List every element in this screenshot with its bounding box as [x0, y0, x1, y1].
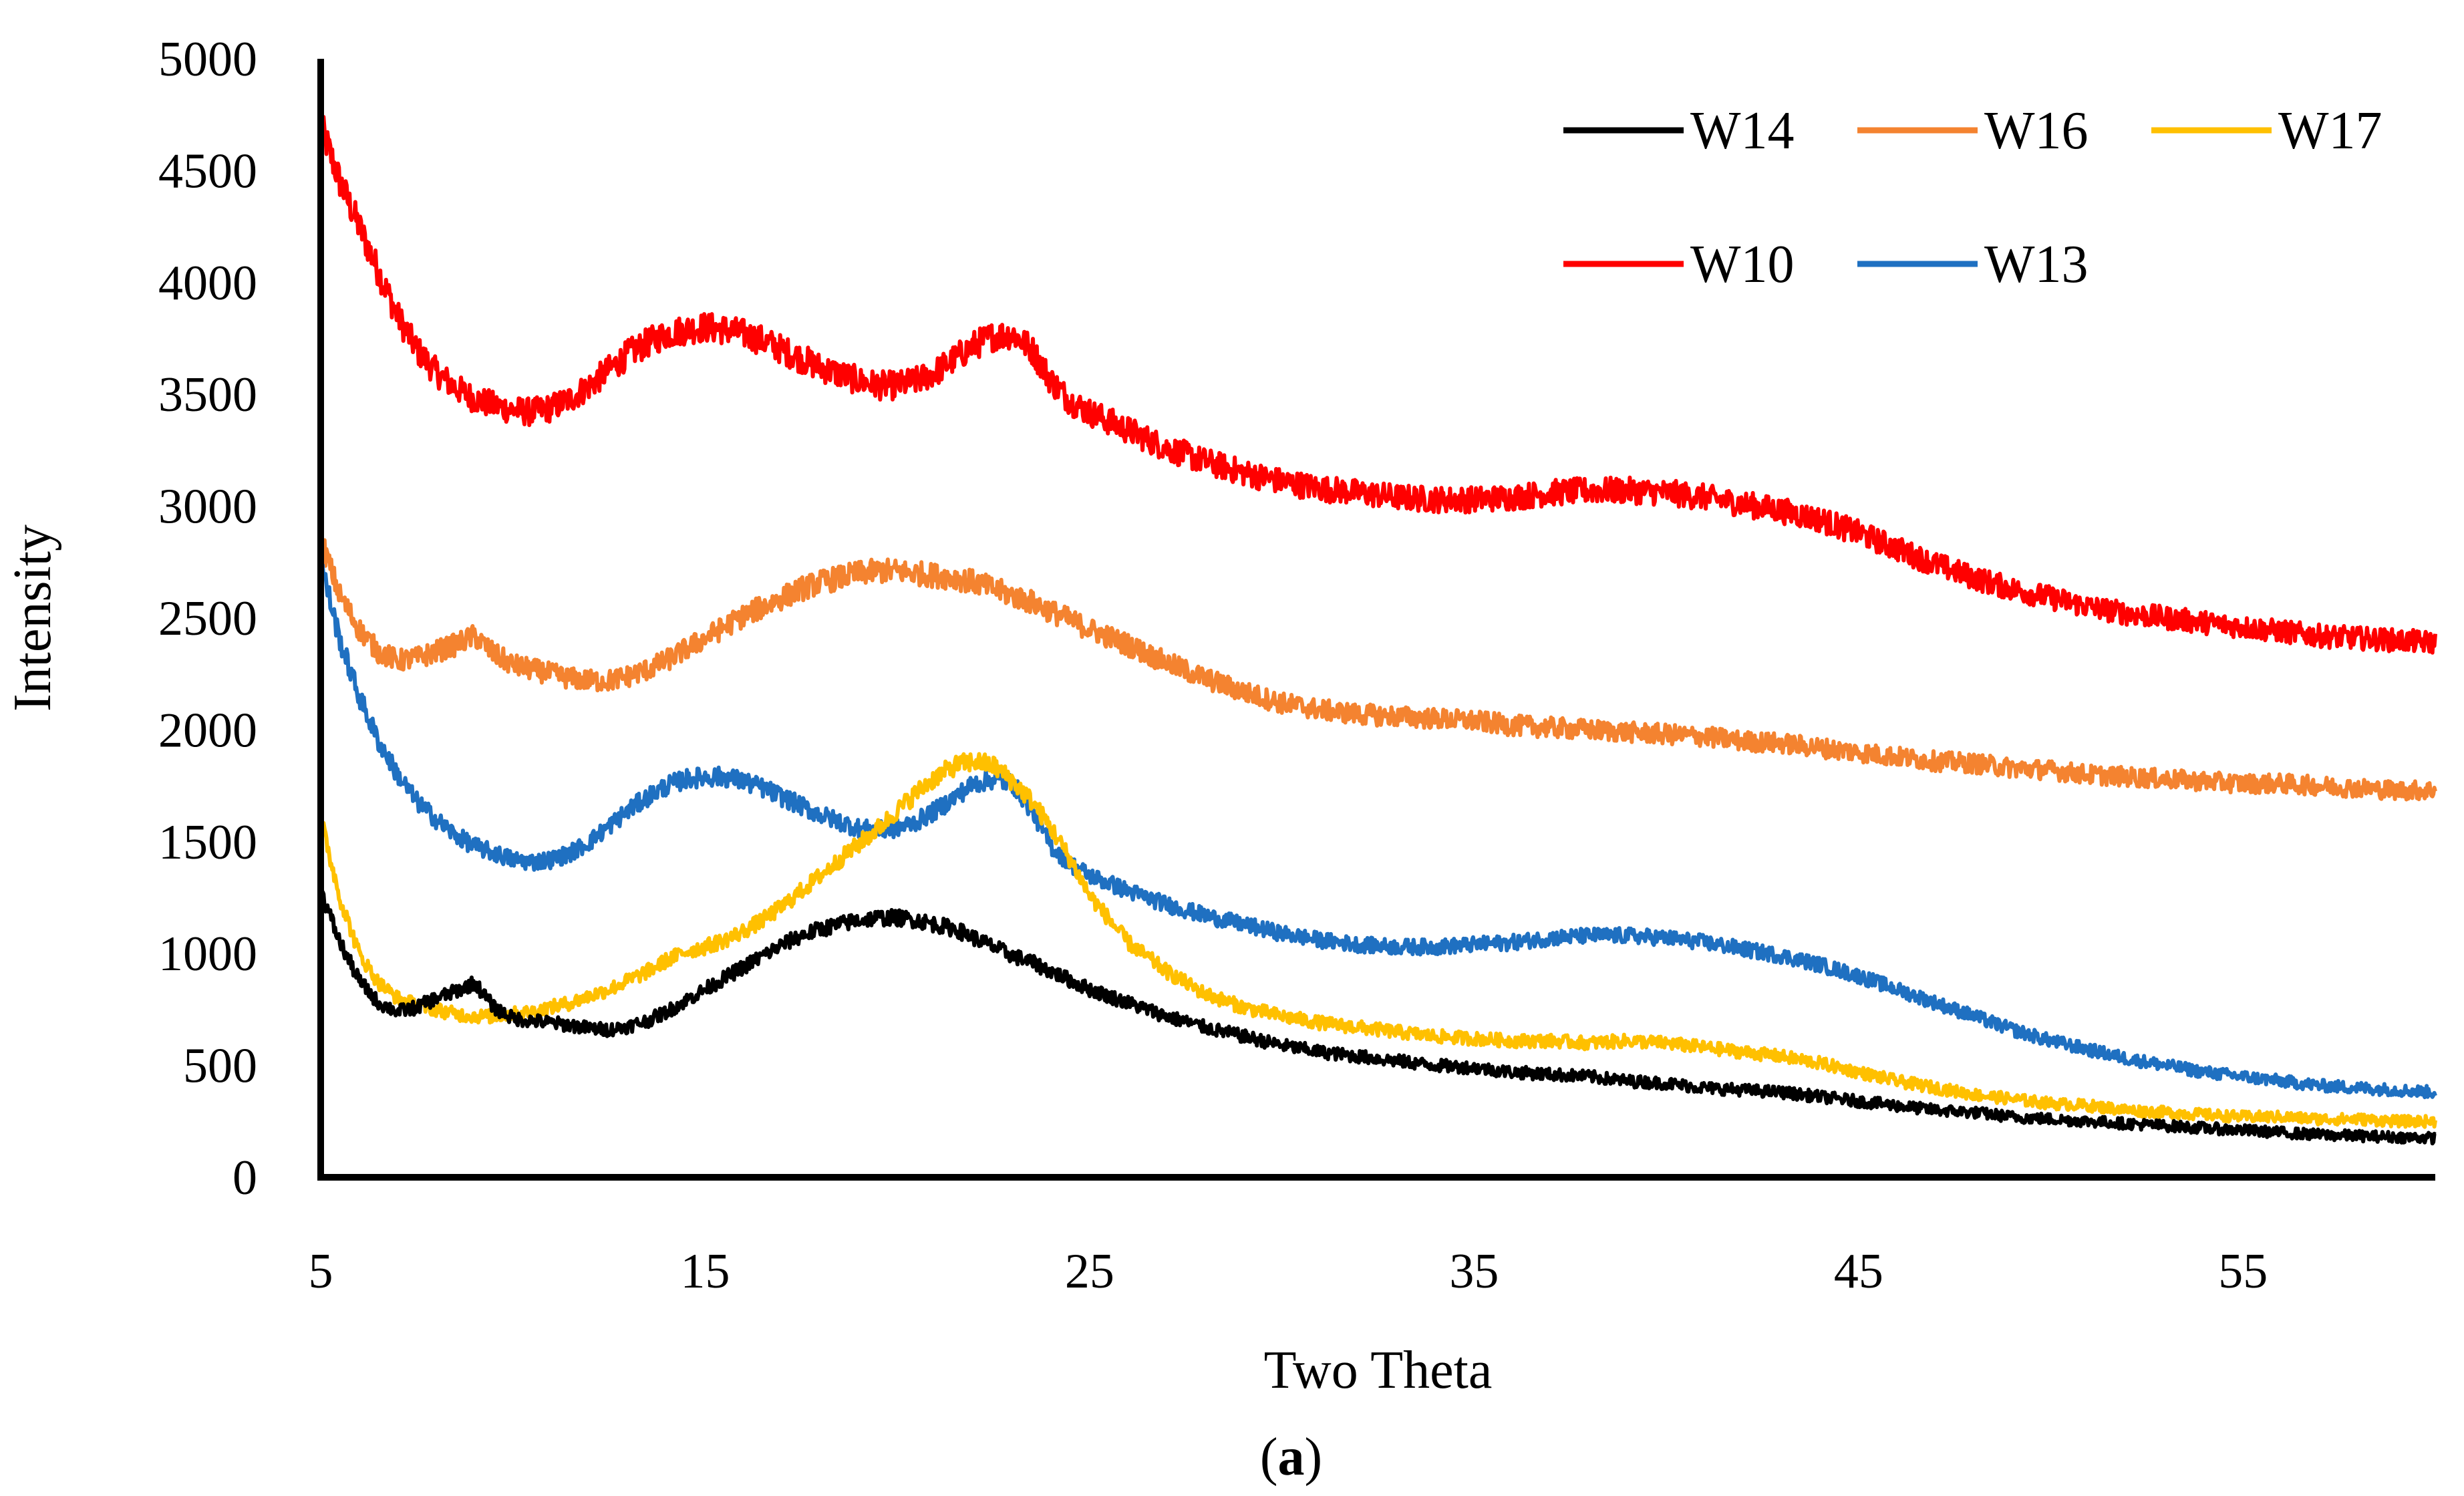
series-line-w14	[319, 889, 2437, 1146]
y-tick-label-0: 0	[233, 1151, 257, 1205]
legend-item-w16: W16	[1857, 102, 2089, 160]
y-tick-label-2500: 2500	[158, 591, 257, 646]
x-tick-labels: 5 15 25 35 45 55	[309, 1244, 2268, 1299]
y-tick-label-500: 500	[183, 1039, 257, 1094]
y-tick-label-1000: 1000	[158, 927, 257, 982]
x-tick-label-45: 45	[1834, 1244, 1883, 1299]
y-tick-label-3000: 3000	[158, 480, 257, 535]
series-line-w13	[319, 563, 2437, 1100]
legend-label-w14: W14	[1690, 102, 1795, 160]
y-tick-label-5000: 5000	[158, 32, 257, 87]
x-tick-label-35: 35	[1449, 1244, 1499, 1299]
series-line-w16	[319, 537, 2437, 802]
series-line-w17	[319, 752, 2437, 1129]
y-tick-label-1500: 1500	[158, 815, 257, 870]
legend-item-w17: W17	[2151, 102, 2382, 160]
caption-close: )	[1305, 1428, 1323, 1487]
y-axis-title: Intensity	[3, 525, 62, 712]
x-tick-label-55: 55	[2218, 1244, 2268, 1299]
legend-label-w17: W17	[2278, 102, 2382, 160]
series-layer	[319, 115, 2437, 1146]
y-tick-label-2000: 2000	[158, 703, 257, 758]
y-tick-labels: 0 500 1000 1500 2000 2500 3000 3500 4000 4500 5000	[158, 32, 257, 1205]
series-line-w10	[319, 115, 2437, 655]
caption-letter: a	[1278, 1428, 1305, 1487]
y-tick-label-4500: 4500	[158, 144, 257, 198]
legend-item-w14: W14	[1563, 102, 1795, 160]
y-tick-label-4000: 4000	[158, 256, 257, 311]
axes-layer	[317, 59, 2435, 1181]
x-axis-title: Two Theta	[1264, 1341, 1493, 1400]
caption-open: (	[1260, 1428, 1278, 1487]
legend-label-w10: W10	[1690, 235, 1795, 294]
legend-item-w10: W10	[1563, 235, 1795, 294]
x-tick-label-5: 5	[309, 1244, 333, 1299]
legend: W14 W16 W17 W10 W13	[1563, 102, 2382, 294]
figure-caption: (a)	[1260, 1428, 1322, 1487]
x-tick-label-15: 15	[680, 1244, 730, 1299]
y-tick-label-3500: 3500	[158, 367, 257, 422]
legend-label-w13: W13	[1984, 235, 2089, 294]
x-tick-label-25: 25	[1065, 1244, 1114, 1299]
legend-item-w13: W13	[1857, 235, 2089, 294]
legend-label-w16: W16	[1984, 102, 2089, 160]
